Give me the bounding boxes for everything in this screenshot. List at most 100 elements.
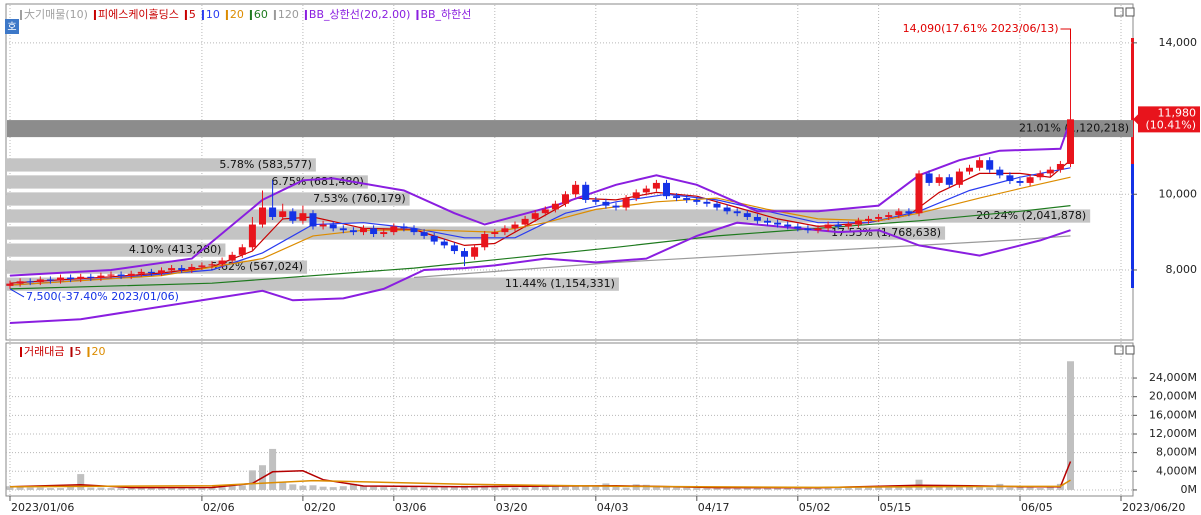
volume-ma-line <box>9 479 1071 489</box>
candle-body <box>410 228 418 233</box>
volume-bar <box>652 485 660 490</box>
volume-bar <box>1036 488 1044 490</box>
candle-body <box>147 271 155 273</box>
annotation-leader <box>1060 28 1071 40</box>
volume-profile-label: 5.78% (583,577) <box>219 158 312 171</box>
candle-body <box>117 274 125 277</box>
candle-body <box>602 201 610 206</box>
volume-bar <box>501 487 509 490</box>
candle-body <box>996 169 1004 176</box>
panel-button[interactable] <box>1125 7 1135 17</box>
candle-body <box>6 283 14 286</box>
volume-bar <box>905 485 913 490</box>
candle-body <box>743 213 751 217</box>
legend-marker <box>184 10 187 20</box>
candle-body <box>57 277 64 281</box>
volume-bar <box>733 487 741 490</box>
candle-body <box>733 211 741 214</box>
panel-button[interactable] <box>1114 345 1124 355</box>
legend-marker <box>416 10 419 20</box>
volume-bar <box>57 488 64 490</box>
candle-body <box>1036 173 1044 178</box>
candle-body <box>501 228 509 233</box>
volume-bar <box>683 487 691 490</box>
candle-body <box>865 218 872 221</box>
y-tick-label: 0M <box>1181 483 1198 496</box>
candle-body <box>652 182 660 189</box>
candle-body <box>349 230 357 233</box>
candle-body <box>824 224 832 229</box>
volume-bar <box>107 488 115 490</box>
candle-body <box>26 281 34 283</box>
candle-body <box>774 222 782 225</box>
candle-body <box>461 251 468 257</box>
candle-body <box>491 232 499 235</box>
candle-body <box>905 211 913 214</box>
candle-body <box>986 160 994 170</box>
panel-icon-box[interactable] <box>5 19 19 34</box>
candle-body <box>531 213 539 219</box>
annotation-leader <box>9 288 25 298</box>
y-tick-label: 10,000 <box>1159 187 1198 200</box>
range-bar-up <box>1131 38 1134 164</box>
legend-label: 10 <box>206 8 220 21</box>
candle-body <box>107 274 115 276</box>
plot-layer: 2023/01/06 02/06 02/20 03/06 03/20 04/03 04/17… <box>6 5 1200 514</box>
candle-body <box>248 224 256 248</box>
ma-line <box>9 167 1071 286</box>
candle-body <box>127 273 135 277</box>
volume-bar <box>1016 487 1024 490</box>
volume-bar <box>612 486 620 490</box>
volume-bar <box>218 487 226 490</box>
volume-bar <box>117 487 125 490</box>
volume-bar <box>299 485 307 490</box>
volume-bar <box>673 487 681 490</box>
volume-bar <box>400 486 408 490</box>
candle-body <box>299 213 307 221</box>
volume-bar <box>774 488 782 490</box>
candle-body <box>612 205 620 208</box>
candle-body <box>430 235 438 242</box>
candle-body <box>814 228 822 231</box>
volume-bar <box>854 487 862 490</box>
candle-body <box>521 218 529 225</box>
volume-bar <box>16 487 24 490</box>
candle-body <box>16 281 24 284</box>
panel-icon[interactable]: 호 <box>7 21 16 33</box>
volume-bar <box>703 488 711 490</box>
volume-ma-line <box>9 461 1072 489</box>
volume-bar <box>471 486 479 490</box>
candle-body <box>208 264 216 266</box>
legend-label: 60 <box>254 8 268 21</box>
volume-bar <box>208 487 216 490</box>
candle-body <box>380 232 388 235</box>
current-price-change: (10.41%) <box>1145 118 1196 131</box>
candle-body <box>592 199 600 202</box>
y-tick-label: 4,000M <box>1156 464 1197 477</box>
volume-bar <box>158 488 165 490</box>
x-tick-label: 2023/06/20 <box>1122 501 1185 514</box>
candle-body <box>1056 163 1064 170</box>
x-tick-label: 06/05 <box>1021 501 1053 514</box>
candle-body <box>794 226 802 229</box>
ma-line <box>413 235 1071 279</box>
volume-profile-band <box>7 120 1133 138</box>
volume-bar <box>1006 487 1014 490</box>
x-tick-label: 05/15 <box>880 501 912 514</box>
current-price-label: 11,980 <box>1158 106 1197 119</box>
volume-bar <box>248 470 256 490</box>
candle-body <box>309 213 317 227</box>
panel-button[interactable] <box>1114 7 1124 17</box>
candle-body <box>218 260 226 265</box>
volume-bar <box>844 487 852 490</box>
volume-bar <box>380 487 388 490</box>
candle-body <box>693 199 701 202</box>
candle-body <box>663 182 670 197</box>
panel-button[interactable] <box>1125 345 1135 355</box>
ma-line <box>9 205 1071 290</box>
candle-body <box>632 192 640 199</box>
x-tick-label: 05/02 <box>799 501 831 514</box>
candle-body <box>551 203 559 210</box>
legend-label: 120 <box>278 8 299 21</box>
legend-label: 피에스케이홀딩스 <box>98 8 179 21</box>
